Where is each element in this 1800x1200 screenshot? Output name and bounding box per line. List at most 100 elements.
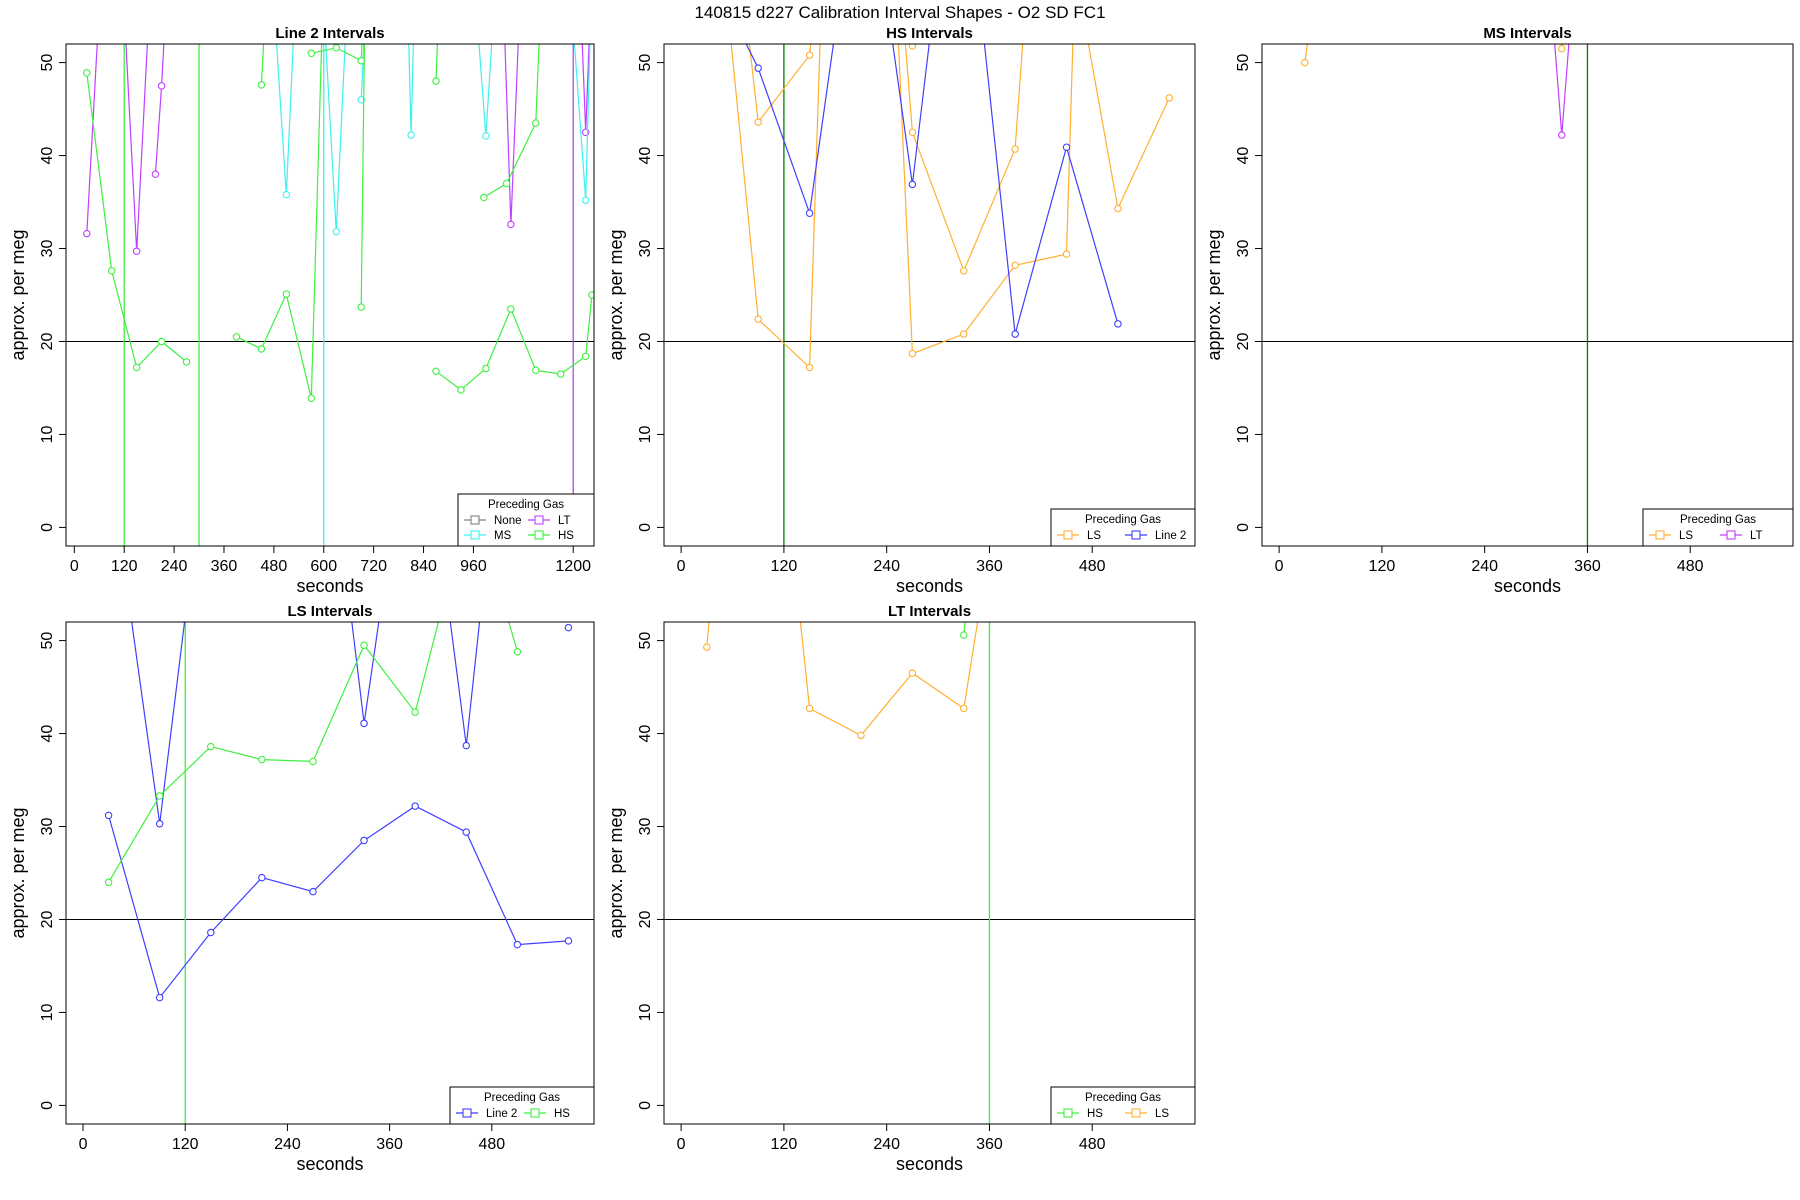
- series-line-line-2: [745, 44, 835, 214]
- legend-label: Line 2: [1155, 530, 1186, 542]
- data-point-hs: [532, 119, 540, 127]
- legend: Preceding Gas Line 2 HS: [449, 1086, 595, 1125]
- data-point-ls: [805, 704, 814, 713]
- data-point-hs: [432, 367, 440, 375]
- legend-title: Preceding Gas: [488, 499, 564, 511]
- series-line-line-2: [131, 622, 186, 824]
- legend-marker: [1063, 1108, 1073, 1118]
- legend-entry-hs: HS: [1057, 1108, 1103, 1120]
- y-tick-label: 10: [39, 1003, 56, 1021]
- series-line-ls: [799, 622, 979, 737]
- x-tick-label: 360: [211, 558, 238, 575]
- chart-panels: Line 2 Intervals 0 120 240 360 480 600 720 840 96…: [8, 25, 1794, 1174]
- series-line-ms: [573, 44, 591, 201]
- data-point-hs: [132, 363, 141, 372]
- x-tick-label: 360: [976, 558, 1003, 575]
- y-tick-label: 10: [637, 425, 654, 443]
- data-point-line-2: [360, 836, 368, 845]
- legend-title: Preceding Gas: [484, 1092, 560, 1104]
- data-point-hs: [432, 77, 440, 85]
- series-line-ls: [748, 44, 812, 124]
- chart-panel-hs-intervals: HS Intervals 0 120 240 360 480 seconds 0 10 20 30 4…: [606, 25, 1196, 596]
- panel-title: LT Intervals: [888, 603, 971, 620]
- plot-frame: [663, 621, 1196, 1125]
- legend-label: Line 2: [486, 1108, 517, 1120]
- series-line-hs: [311, 44, 363, 62]
- x-axis: 0 120 240 360 480 600 720 840 960 1200: [70, 546, 591, 575]
- series-line-ls: [897, 44, 1074, 355]
- legend-entry-hs: HS: [528, 530, 574, 542]
- chart-panel-ms-intervals: MS Intervals 0 120 240 360 480 seconds 0 10 20 30 4…: [1204, 25, 1794, 596]
- series-line-lt: [125, 44, 148, 252]
- y-tick-label: 40: [637, 147, 654, 165]
- series-lt: [83, 44, 590, 256]
- x-tick-label: 240: [873, 558, 900, 575]
- data-point-hs: [157, 337, 166, 346]
- data-point-ls: [1165, 94, 1174, 102]
- data-point-hs: [457, 386, 465, 394]
- data-point-hs: [556, 370, 565, 378]
- legend-title: Preceding Gas: [1085, 514, 1161, 526]
- x-tick-label: 240: [274, 1136, 301, 1153]
- data-point-lt: [83, 229, 91, 238]
- data-point-ls: [1011, 145, 1019, 153]
- data-point-hs: [588, 291, 594, 299]
- series-line-ls: [1304, 44, 1308, 63]
- plot-area: [664, 622, 1195, 1124]
- plot-frame: [65, 43, 595, 547]
- data-point-hs: [411, 708, 419, 716]
- data-point-ls: [908, 349, 917, 358]
- legend-marker: [530, 1108, 540, 1118]
- x-tick-label: 480: [1677, 558, 1704, 575]
- data-point-hs: [307, 49, 316, 58]
- legend: Preceding Gas None LT MS HS: [457, 493, 595, 547]
- y-tick-label: 0: [39, 1101, 56, 1110]
- data-point-hs: [257, 345, 266, 353]
- x-tick-label: 240: [873, 1136, 900, 1153]
- x-tick-label: 360: [376, 1136, 403, 1153]
- panel-title: LS Intervals: [287, 603, 372, 620]
- data-point-ls: [908, 669, 917, 677]
- y-tick-label: 50: [1235, 54, 1252, 72]
- data-point-line-2: [155, 993, 164, 1002]
- data-point-hs: [532, 366, 540, 375]
- data-point-hs: [960, 631, 968, 639]
- data-point-hs: [482, 364, 490, 373]
- x-axis: 0 120 240 360 480: [1275, 546, 1704, 575]
- legend: Preceding Gas LS LT: [1642, 508, 1794, 547]
- panel-title: Line 2 Intervals: [275, 25, 384, 42]
- x-tick-label: 120: [771, 1136, 798, 1153]
- x-axis-label: seconds: [896, 1154, 963, 1174]
- data-point-line-2: [104, 811, 113, 820]
- data-point-ms: [282, 190, 291, 199]
- y-tick-label: 20: [637, 910, 654, 928]
- data-point-line-2: [754, 64, 762, 72]
- data-point-ls: [960, 704, 968, 713]
- y-tick-label: 40: [39, 147, 56, 165]
- data-point-ls: [754, 118, 762, 126]
- data-point-ls: [908, 128, 917, 137]
- y-tick-label: 10: [39, 425, 56, 443]
- plot-frame: [65, 621, 595, 1125]
- y-tick-label: 0: [637, 1101, 654, 1110]
- x-tick-label: 240: [1471, 558, 1498, 575]
- data-point-hs: [513, 647, 522, 656]
- legend: Preceding Gas HS LS: [1050, 1086, 1196, 1125]
- series-lt: [1554, 44, 1570, 139]
- series-line-lt: [1554, 44, 1570, 136]
- x-tick-label: 0: [677, 1136, 686, 1153]
- data-point-line-2: [1062, 143, 1071, 151]
- x-tick-label: 360: [1574, 558, 1601, 575]
- legend-entry-hs: HS: [524, 1108, 570, 1120]
- series-line-hs: [108, 622, 440, 883]
- legend-entry-lt: LT: [1720, 530, 1763, 542]
- plot-area: [664, 44, 1195, 546]
- legend-label: HS: [558, 530, 574, 542]
- data-point-ls: [960, 330, 968, 338]
- legend-entry-none: None: [464, 515, 522, 527]
- legend: Preceding Gas LS Line 2: [1050, 508, 1196, 547]
- series-line-hs: [508, 622, 518, 652]
- data-point-ls: [1062, 250, 1071, 258]
- y-tick-label: 40: [39, 725, 56, 743]
- data-point-hs: [107, 267, 116, 275]
